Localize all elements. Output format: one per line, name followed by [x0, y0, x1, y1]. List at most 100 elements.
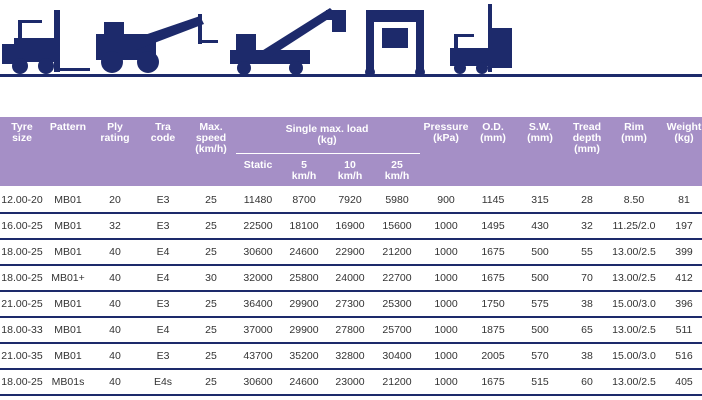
table-cell: 1750: [481, 298, 505, 310]
table-cell: 25: [205, 220, 217, 232]
table-cell: 25: [205, 298, 217, 310]
table-cell: 21200: [382, 246, 412, 258]
straddle-carrier-icon: [365, 10, 425, 77]
table-cell: 27800: [335, 324, 365, 336]
table-cell: 25: [205, 350, 217, 362]
table-cell: 40: [109, 246, 121, 258]
table-cell: 22500: [243, 220, 273, 232]
table-cell: 575: [531, 298, 549, 310]
column-header: 25 km/h: [384, 159, 410, 182]
table-cell: 197: [675, 220, 693, 232]
row-rule: [0, 212, 702, 214]
table-cell: 15.00/3.0: [612, 350, 656, 362]
table-cell: 40: [109, 272, 121, 284]
group-rule: [236, 153, 420, 154]
table-cell: 500: [531, 324, 549, 336]
table-cell: 15.00/3.0: [612, 298, 656, 310]
table-cell: 29900: [289, 324, 319, 336]
table-cell: 315: [531, 194, 549, 206]
column-header: Max. speed (km/h): [195, 121, 227, 155]
table-cell: 20: [109, 194, 121, 206]
table-cell: 5980: [385, 194, 409, 206]
table-cell: 500: [531, 272, 549, 284]
table-cell: 55: [581, 246, 593, 258]
table-cell: 32: [581, 220, 593, 232]
row-rule: [0, 342, 702, 344]
table-cell: 24600: [289, 246, 319, 258]
column-header: Tread depth (mm): [572, 121, 602, 155]
row-rule: [0, 394, 702, 396]
table-cell: 1000: [434, 324, 458, 336]
table-cell: 30600: [243, 376, 273, 388]
table-cell: E4: [156, 246, 170, 258]
header-rule: [0, 74, 702, 77]
table-cell: E4: [156, 272, 170, 284]
table-cell: 40: [109, 350, 121, 362]
table-cell: E3: [156, 194, 170, 206]
table-cell: 25800: [289, 272, 319, 284]
table-cell: 430: [531, 220, 549, 232]
table-cell: 16.00-25: [1, 220, 43, 232]
table-cell: MB01+: [51, 272, 85, 284]
table-cell: 81: [678, 194, 690, 206]
table-cell: 412: [675, 272, 693, 284]
table-cell: 405: [675, 376, 693, 388]
table-cell: MB01: [54, 350, 82, 362]
table-cell: 8700: [292, 194, 316, 206]
table-cell: 16900: [335, 220, 365, 232]
table-cell: 60: [581, 376, 593, 388]
table-cell: 65: [581, 324, 593, 336]
table-cell: 22900: [335, 246, 365, 258]
table-cell: MB01: [54, 324, 82, 336]
table-cell: 35200: [289, 350, 319, 362]
table-cell: MB01: [54, 194, 82, 206]
table-cell: 18100: [289, 220, 319, 232]
table-cell: 32000: [243, 272, 273, 284]
table-cell: MB01s: [51, 376, 85, 388]
column-header: Pressure (kPa): [423, 121, 469, 144]
table-cell: 25: [205, 194, 217, 206]
telehandler-icon: [96, 14, 218, 73]
table-cell: 1000: [434, 272, 458, 284]
table-cell: 21200: [382, 376, 412, 388]
table-cell: 13.00/2.5: [612, 376, 656, 388]
column-header: Ply rating: [100, 121, 130, 144]
table-cell: 40: [109, 376, 121, 388]
table-cell: 511: [675, 324, 693, 336]
table-cell: 399: [675, 246, 693, 258]
table-cell: 18.00-25: [1, 272, 43, 284]
column-header: Static: [243, 159, 273, 171]
row-rule: [0, 316, 702, 318]
table-cell: 29900: [289, 298, 319, 310]
row-rule: [0, 238, 702, 240]
table-cell: 27300: [335, 298, 365, 310]
table-cell: MB01: [54, 220, 82, 232]
table-cell: 1145: [481, 194, 505, 206]
table-cell: 32: [109, 220, 121, 232]
table-cell: 11480: [243, 194, 273, 206]
table-cell: E3: [156, 220, 170, 232]
table-cell: 1000: [434, 220, 458, 232]
table-cell: 43700: [243, 350, 273, 362]
table-cell: 23000: [335, 376, 365, 388]
table-cell: 1000: [434, 246, 458, 258]
table-cell: 21.00-25: [1, 298, 43, 310]
table-cell: 30600: [243, 246, 273, 258]
table-cell: 1675: [481, 376, 505, 388]
table-cell: 38: [581, 298, 593, 310]
reach-stacker-icon: [230, 8, 346, 75]
table-cell: 18.00-33: [1, 324, 43, 336]
table-cell: E4s: [153, 376, 173, 388]
table-cell: 13.00/2.5: [612, 246, 656, 258]
table-cell: 25: [205, 324, 217, 336]
table-cell: 500: [531, 246, 549, 258]
table-cell: 21.00-35: [1, 350, 43, 362]
table-cell: 1000: [434, 298, 458, 310]
table-cell: 13.00/2.5: [612, 324, 656, 336]
row-rule: [0, 368, 702, 370]
table-cell: 40: [109, 298, 121, 310]
table-cell: 30: [205, 272, 217, 284]
row-rule: [0, 290, 702, 292]
table-cell: 24600: [289, 376, 319, 388]
